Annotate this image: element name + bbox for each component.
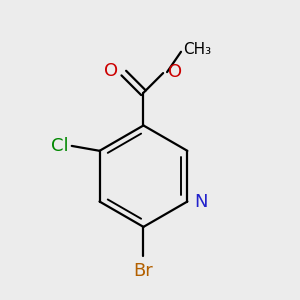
Text: CH₃: CH₃	[183, 42, 211, 57]
Text: Cl: Cl	[52, 137, 69, 155]
Text: O: O	[168, 63, 182, 81]
Text: N: N	[195, 193, 208, 211]
Text: Br: Br	[134, 262, 153, 280]
Text: O: O	[104, 62, 118, 80]
